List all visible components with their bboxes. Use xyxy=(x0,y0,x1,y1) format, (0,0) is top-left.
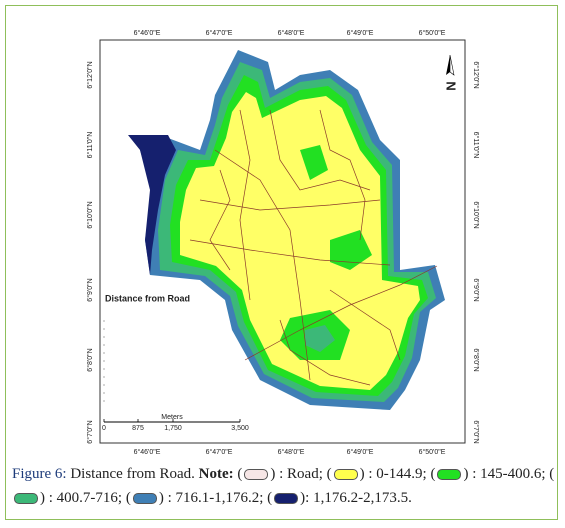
legend-title: Distance from Road xyxy=(105,293,190,303)
roads xyxy=(189,109,438,386)
paren-open: ( xyxy=(125,490,131,506)
legend-swatch xyxy=(244,469,269,481)
bottom-coordinate: 6°47'0"E xyxy=(206,448,233,456)
scale-label: 3,500 xyxy=(231,425,249,432)
legend-label: ) : Road; xyxy=(270,466,323,482)
bottom-coordinate: 6°48'0"E xyxy=(278,448,305,456)
scale-label: 1,750 xyxy=(164,425,182,432)
top-coordinate: 6°46'0"E xyxy=(134,29,161,37)
left-coordinate: 6°10'0"N xyxy=(86,201,94,228)
paren-open: ( xyxy=(430,466,436,482)
right-coordinate: 6°7'0"N xyxy=(472,420,480,443)
paren-open: ( xyxy=(267,490,273,506)
scale-unit: Meters xyxy=(161,414,183,421)
zone-145-400 xyxy=(330,230,372,270)
legend-swatch xyxy=(274,493,299,505)
bottom-coordinate: 6°46'0"E xyxy=(134,448,161,456)
right-coordinate: 6°9'0"N xyxy=(472,278,480,301)
right-coordinate: 6°12'0"N xyxy=(472,61,480,88)
legend-swatch xyxy=(14,493,38,505)
legend-label: ) : 400.7-716; xyxy=(40,490,123,506)
legend-label: ) : 0-144.9; xyxy=(359,466,427,482)
legend-swatch xyxy=(333,469,358,481)
scale-label: 875 xyxy=(132,425,144,432)
top-coordinate: 6°47'0"E xyxy=(206,29,233,37)
top-coordinate: 6°49'0"E xyxy=(347,29,374,37)
left-coordinate: 6°8'0"N xyxy=(86,348,94,371)
bottom-coordinate: 6°49'0"E xyxy=(347,448,374,456)
zone-1176-2173 xyxy=(128,135,176,275)
left-coordinate: 6°12'0"N xyxy=(86,61,94,88)
legend-items: () : Road; () : 0-144.9; () : 145-400.6;… xyxy=(12,466,554,506)
top-coordinate: 6°50'0"E xyxy=(419,29,446,37)
bottom-coordinate: 6°50'0"E xyxy=(419,448,446,456)
north-label: N xyxy=(443,81,458,90)
top-coordinate: 6°48'0"E xyxy=(278,29,305,37)
zone-145-400 xyxy=(300,145,328,180)
figure-frame xyxy=(5,5,558,520)
left-coordinate: 6°9'0"N xyxy=(86,278,94,301)
left-coordinate: 6°11'0"N xyxy=(86,132,94,159)
legend-label: ) : 716.1-1,176.2; xyxy=(158,490,264,506)
paren-open: ( xyxy=(326,466,332,482)
legend-swatch xyxy=(132,493,157,505)
caption-text: Distance from Road. xyxy=(70,466,195,482)
left-coordinate: 6°7'0"N xyxy=(86,420,94,443)
scale-label: 0 xyxy=(102,425,106,432)
paren-open: ( xyxy=(549,466,555,482)
caption: Figure 6: Distance from Road. Note: () :… xyxy=(12,462,557,510)
legend-label: ) : 145-400.6; xyxy=(463,466,546,482)
legend-swatch xyxy=(437,469,462,481)
figure-label: Figure 6: xyxy=(12,466,67,482)
right-coordinate: 6°8'0"N xyxy=(472,348,480,371)
zone-400-716 xyxy=(305,325,335,352)
right-coordinate: 6°11'0"N xyxy=(472,132,480,159)
right-coordinate: 6°10'0"N xyxy=(472,201,480,228)
legend-label: ): 1,176.2-2,173.5. xyxy=(300,490,412,506)
north-arrow xyxy=(446,54,455,76)
note-label: Note: xyxy=(198,466,234,482)
paren-open: ( xyxy=(237,466,243,482)
